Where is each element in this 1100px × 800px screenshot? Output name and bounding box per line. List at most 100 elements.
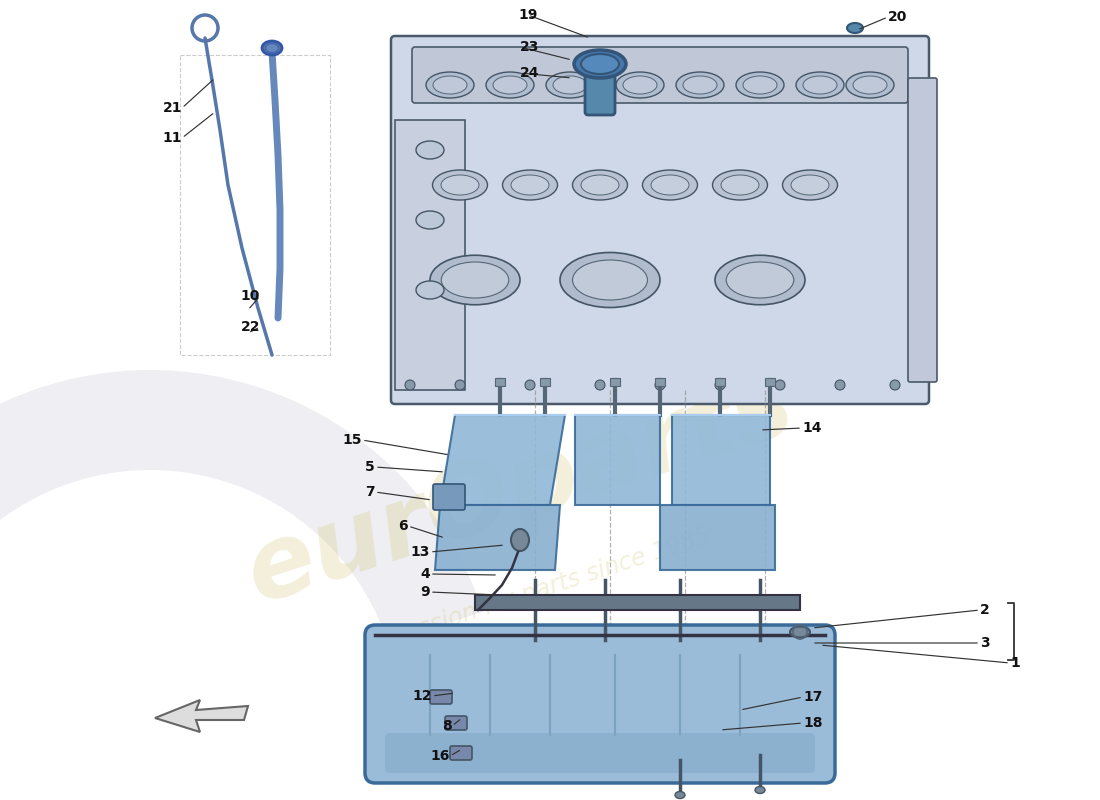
- Ellipse shape: [755, 786, 764, 794]
- Text: 6: 6: [398, 519, 408, 533]
- Text: a passion for parts since 1985: a passion for parts since 1985: [366, 523, 714, 657]
- Ellipse shape: [676, 72, 724, 98]
- Ellipse shape: [430, 255, 520, 305]
- Bar: [715, 378, 725, 386]
- Text: 12: 12: [412, 689, 432, 703]
- Text: 14: 14: [802, 421, 822, 435]
- FancyBboxPatch shape: [908, 78, 937, 382]
- Text: 20: 20: [888, 10, 907, 24]
- FancyBboxPatch shape: [385, 733, 815, 773]
- Ellipse shape: [847, 23, 864, 33]
- Circle shape: [715, 380, 725, 390]
- Ellipse shape: [572, 170, 627, 200]
- Bar: [475, 595, 800, 610]
- Ellipse shape: [616, 72, 664, 98]
- Circle shape: [525, 380, 535, 390]
- Ellipse shape: [512, 529, 529, 551]
- Polygon shape: [672, 415, 770, 505]
- Text: 19: 19: [518, 8, 538, 22]
- Ellipse shape: [493, 76, 527, 94]
- Text: 16: 16: [430, 749, 450, 763]
- Ellipse shape: [715, 255, 805, 305]
- Ellipse shape: [683, 76, 717, 94]
- Ellipse shape: [846, 72, 894, 98]
- Polygon shape: [395, 120, 465, 390]
- FancyBboxPatch shape: [430, 690, 452, 704]
- Ellipse shape: [262, 41, 282, 55]
- Ellipse shape: [433, 76, 468, 94]
- Ellipse shape: [416, 281, 444, 299]
- FancyBboxPatch shape: [446, 716, 468, 730]
- Ellipse shape: [432, 170, 487, 200]
- Ellipse shape: [503, 170, 558, 200]
- Ellipse shape: [651, 175, 689, 195]
- Ellipse shape: [426, 72, 474, 98]
- Circle shape: [595, 380, 605, 390]
- Ellipse shape: [736, 72, 784, 98]
- Ellipse shape: [726, 262, 794, 298]
- Polygon shape: [0, 370, 483, 642]
- Text: 9: 9: [420, 585, 430, 599]
- Text: eurOparts: eurOparts: [234, 356, 805, 624]
- Ellipse shape: [486, 72, 534, 98]
- Circle shape: [776, 380, 785, 390]
- Ellipse shape: [581, 175, 619, 195]
- Ellipse shape: [796, 72, 844, 98]
- Polygon shape: [434, 505, 560, 570]
- Text: 24: 24: [520, 66, 539, 80]
- Ellipse shape: [574, 50, 626, 78]
- Circle shape: [455, 380, 465, 390]
- Ellipse shape: [782, 170, 837, 200]
- Polygon shape: [660, 505, 776, 570]
- Text: 22: 22: [241, 320, 260, 334]
- Bar: [540, 378, 550, 386]
- Ellipse shape: [441, 175, 478, 195]
- Bar: [610, 378, 620, 386]
- Ellipse shape: [546, 72, 594, 98]
- Ellipse shape: [441, 262, 508, 298]
- FancyBboxPatch shape: [585, 69, 615, 115]
- Ellipse shape: [572, 260, 648, 300]
- Text: 3: 3: [980, 636, 990, 650]
- Text: 18: 18: [803, 716, 823, 730]
- Ellipse shape: [803, 76, 837, 94]
- Ellipse shape: [560, 253, 660, 307]
- Ellipse shape: [675, 791, 685, 798]
- Polygon shape: [440, 415, 565, 505]
- FancyBboxPatch shape: [412, 47, 908, 103]
- Text: 23: 23: [520, 40, 539, 54]
- Ellipse shape: [416, 211, 444, 229]
- FancyBboxPatch shape: [450, 746, 472, 760]
- Text: 1: 1: [1010, 656, 1020, 670]
- Bar: [495, 378, 505, 386]
- FancyBboxPatch shape: [433, 484, 465, 510]
- Circle shape: [654, 380, 666, 390]
- Ellipse shape: [581, 54, 619, 74]
- Polygon shape: [575, 415, 660, 505]
- Circle shape: [890, 380, 900, 390]
- Polygon shape: [155, 700, 248, 732]
- Text: 10: 10: [241, 289, 260, 303]
- Text: 21: 21: [163, 101, 182, 115]
- Text: 2: 2: [980, 603, 990, 617]
- Circle shape: [405, 380, 415, 390]
- Ellipse shape: [553, 76, 587, 94]
- Bar: [654, 378, 666, 386]
- Ellipse shape: [512, 175, 549, 195]
- FancyBboxPatch shape: [390, 36, 930, 404]
- Ellipse shape: [742, 76, 777, 94]
- Ellipse shape: [790, 626, 810, 638]
- Ellipse shape: [416, 141, 444, 159]
- Text: 17: 17: [803, 690, 823, 704]
- Ellipse shape: [720, 175, 759, 195]
- Text: 13: 13: [410, 545, 430, 559]
- Text: 5: 5: [365, 460, 375, 474]
- Text: 15: 15: [342, 433, 362, 447]
- Ellipse shape: [642, 170, 697, 200]
- Ellipse shape: [713, 170, 768, 200]
- Text: 7: 7: [365, 485, 375, 499]
- Text: 11: 11: [163, 131, 182, 145]
- Circle shape: [835, 380, 845, 390]
- Ellipse shape: [852, 76, 887, 94]
- Ellipse shape: [265, 43, 278, 53]
